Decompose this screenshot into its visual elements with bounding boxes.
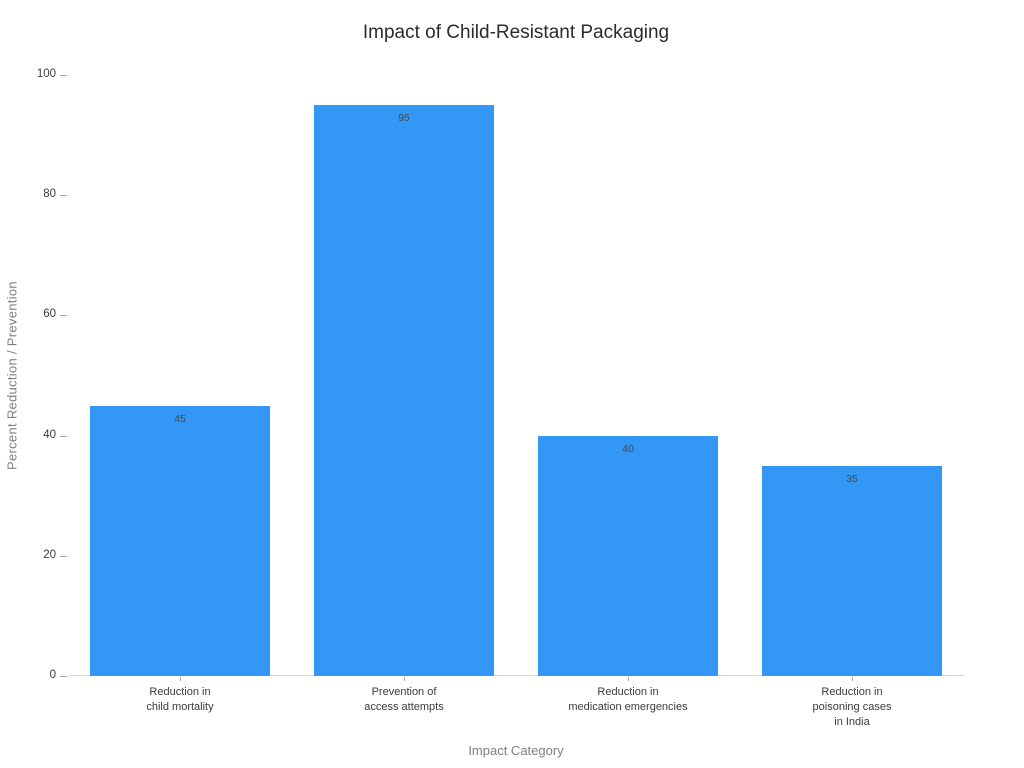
bar-value-label: 45 <box>174 412 186 425</box>
y-tick-mark <box>60 315 67 317</box>
y-tick-label: 40 <box>43 428 56 441</box>
bar-value-label: 40 <box>622 442 634 455</box>
bar-value-label: 35 <box>846 472 858 485</box>
bar <box>538 435 718 676</box>
x-tick-label: Reduction in poisoning cases in India <box>812 686 892 728</box>
x-tick-label: Prevention of access attempts <box>364 686 444 713</box>
chart-title: Impact of Child-Resistant Packaging <box>362 22 670 43</box>
x-tick-mark <box>852 677 853 681</box>
x-tick-label: Reduction in child mortality <box>146 686 214 713</box>
plot-area <box>68 75 964 676</box>
y-tick-mark <box>60 555 67 557</box>
bar <box>314 105 494 676</box>
y-tick-mark <box>60 676 67 677</box>
bar <box>762 465 942 676</box>
bar-value-label: 95 <box>398 112 410 125</box>
x-tick-mark <box>180 677 181 681</box>
x-axis-title: Impact Category <box>468 743 564 758</box>
y-tick-mark <box>60 195 67 197</box>
x-tick-mark <box>404 677 405 681</box>
x-tick-mark <box>628 677 629 681</box>
y-tick-label: 60 <box>43 308 56 321</box>
y-tick-mark <box>60 75 67 76</box>
y-tick-label: 100 <box>36 68 56 80</box>
y-axis-title: Percent Reduction / Prevention <box>4 281 20 470</box>
y-tick-mark <box>60 435 67 437</box>
bar <box>90 405 270 676</box>
y-tick-label: 0 <box>49 669 56 681</box>
y-tick-label: 80 <box>43 188 56 201</box>
x-tick-label: Reduction in medication emergencies <box>568 686 688 713</box>
y-tick-label: 20 <box>43 548 56 561</box>
